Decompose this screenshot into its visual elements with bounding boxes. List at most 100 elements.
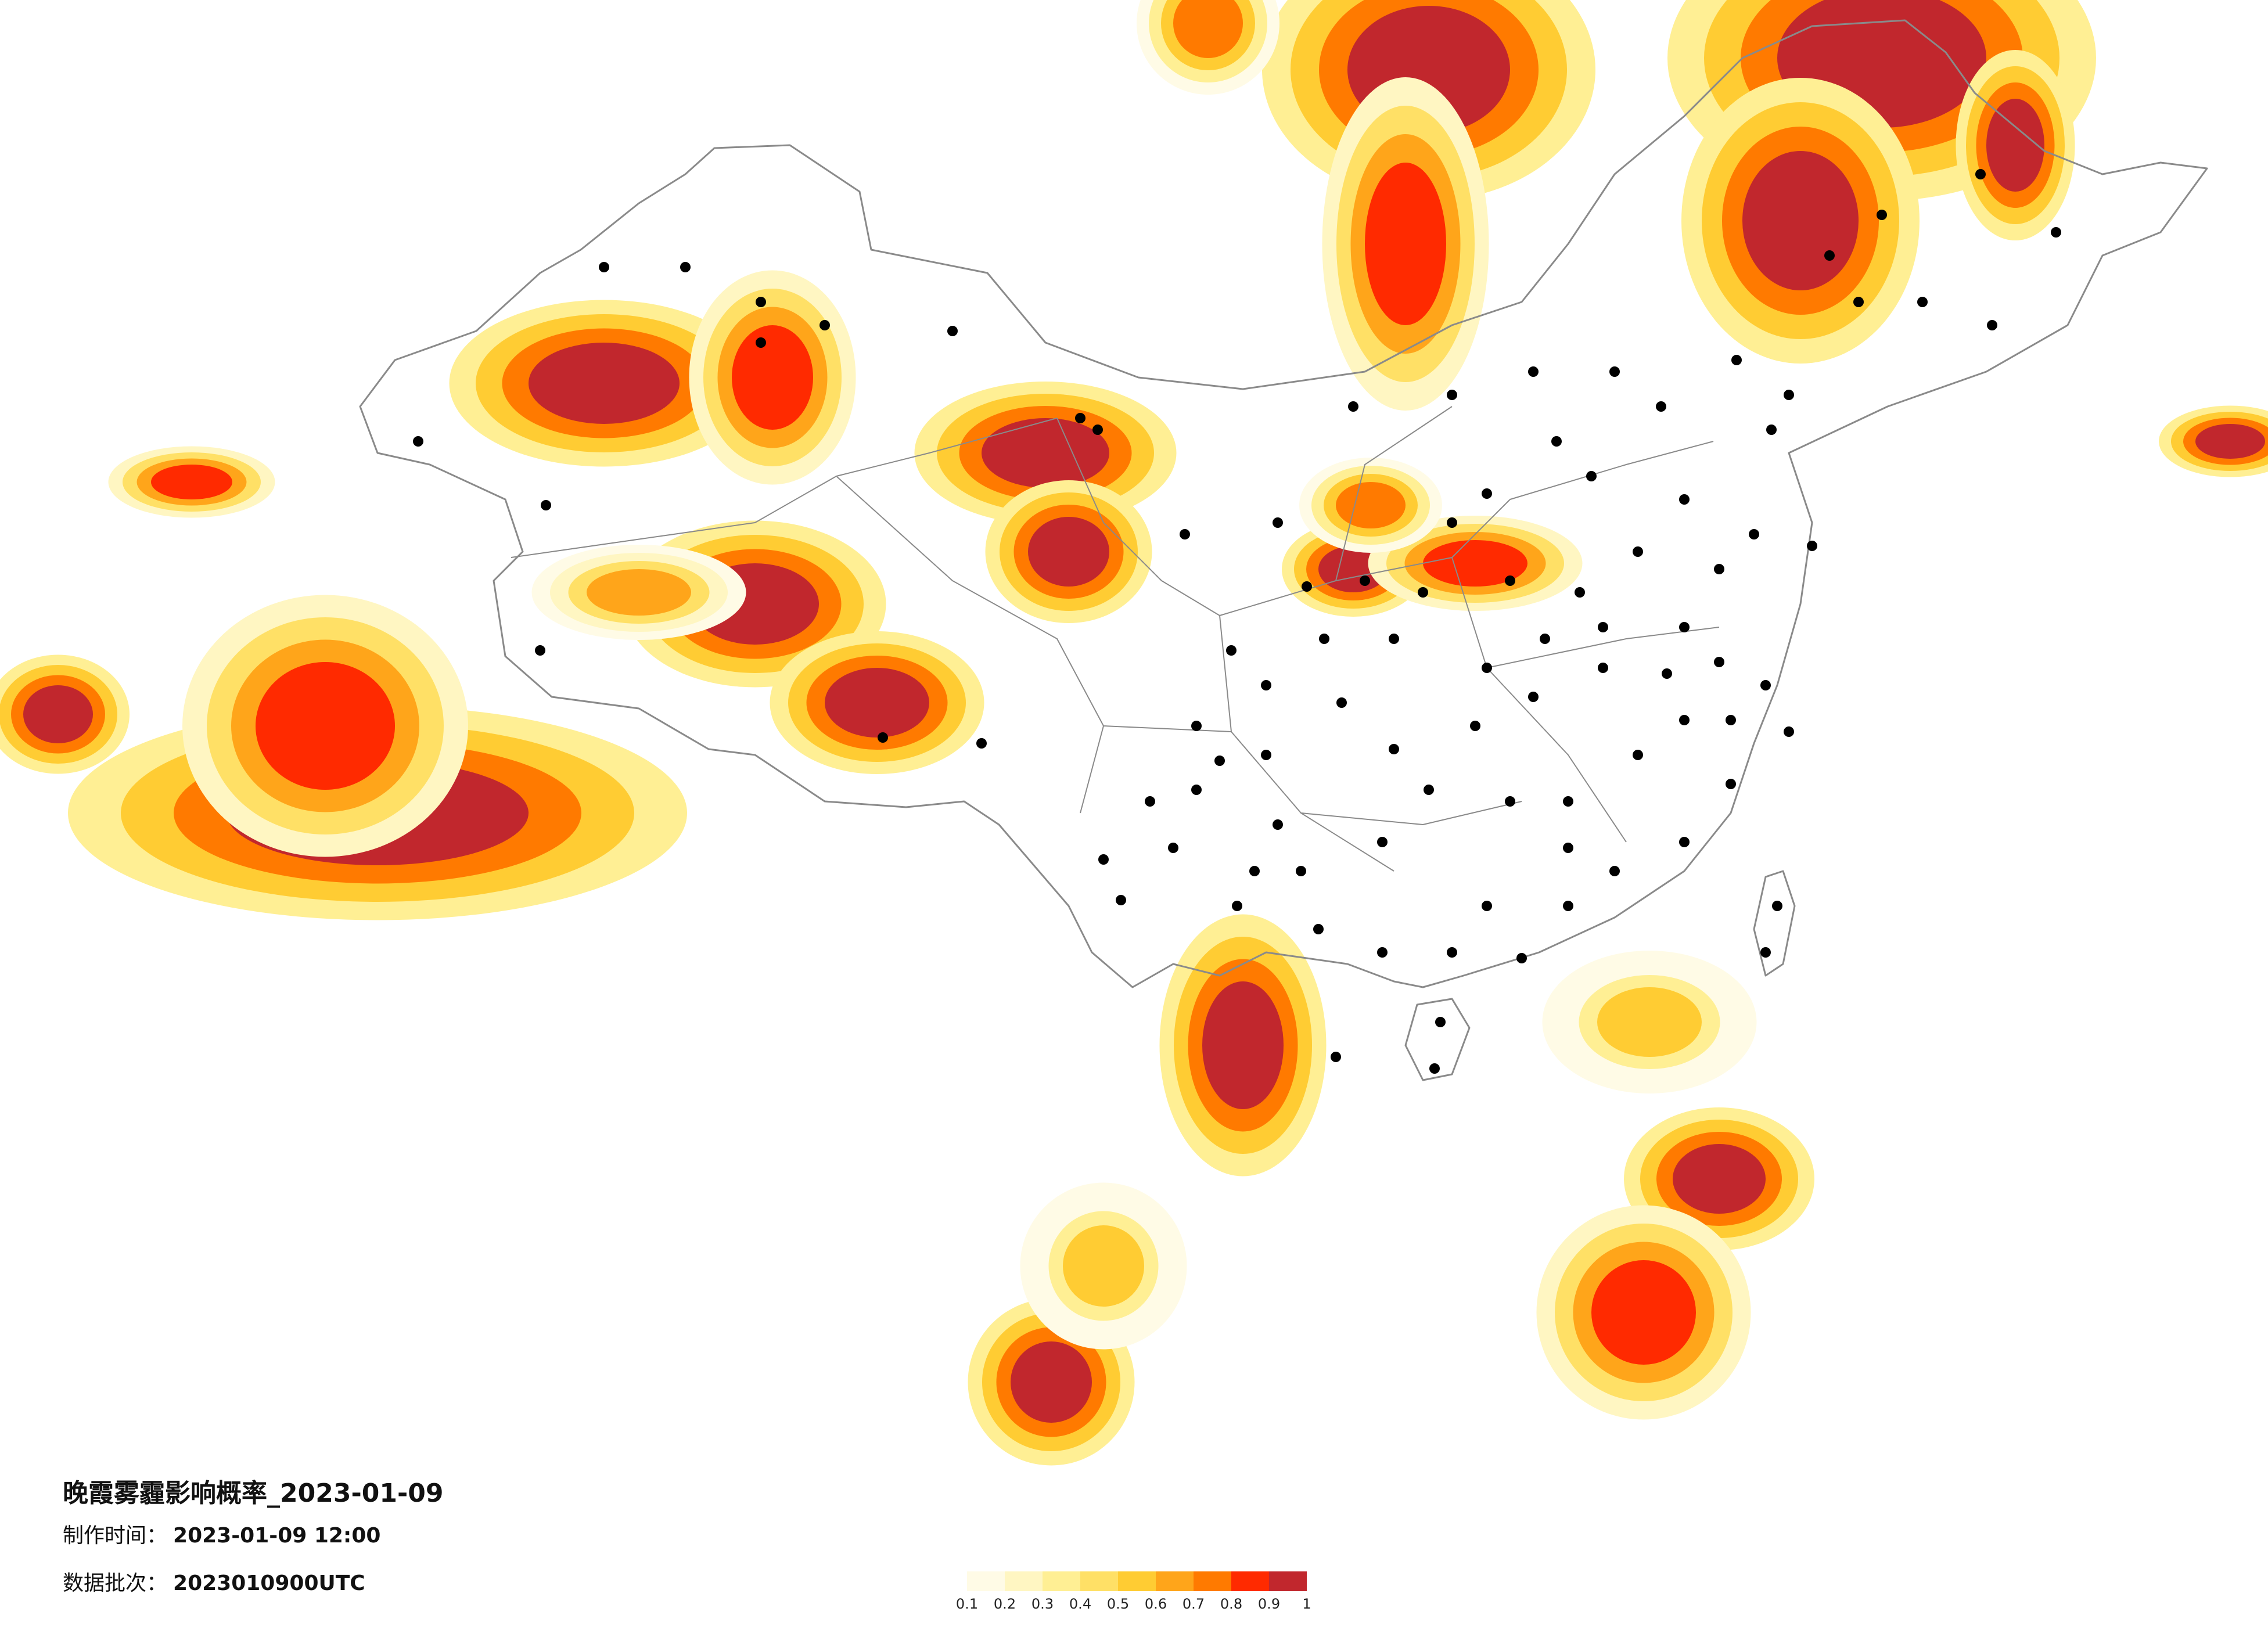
production-time-value: 2023-01-09 12:00 <box>173 1524 381 1548</box>
haze-cell <box>1673 1144 1766 1214</box>
city-dot <box>413 436 423 447</box>
city-dot <box>1516 953 1527 963</box>
city-dot <box>1168 843 1178 853</box>
city-dot <box>1656 401 1666 412</box>
city-dot <box>1505 575 1515 586</box>
city-dot <box>1191 721 1202 731</box>
city-dot <box>1319 634 1329 644</box>
city-dot <box>1714 564 1724 574</box>
city-dot <box>1249 866 1260 876</box>
city-dot <box>1598 622 1608 632</box>
city-dot <box>756 297 766 307</box>
production-time-label: 制作时间： <box>63 1524 168 1548</box>
taiwan-island <box>1753 870 1796 977</box>
city-dot <box>1261 680 1271 690</box>
city-dot <box>1586 471 1597 481</box>
haze-cell <box>1063 1225 1144 1307</box>
city-dot <box>1784 390 1794 400</box>
city-dot <box>1075 413 1086 423</box>
legend-ticks: 0.1 0.2 0.3 0.4 0.5 0.6 0.7 0.8 0.9 1 <box>956 1596 1345 1619</box>
city-dot <box>1563 843 1573 853</box>
city-dot <box>1975 169 1986 179</box>
city-dot <box>1731 355 1742 365</box>
city-dot <box>1116 895 1126 905</box>
city-dot <box>1824 250 1835 261</box>
haze-cell <box>151 465 232 499</box>
city-dot <box>1679 715 1690 725</box>
city-dot <box>1760 947 1771 958</box>
city-dot <box>1232 901 1242 911</box>
city-dot <box>1772 901 1782 911</box>
city-dot <box>1098 854 1109 865</box>
legend-swatch <box>967 1571 1005 1591</box>
city-dot <box>1563 901 1573 911</box>
haze-cell <box>1365 163 1446 325</box>
legend-tick-label: 0.8 <box>1220 1596 1243 1612</box>
city-dot <box>1191 785 1202 795</box>
city-dot <box>1377 837 1388 847</box>
city-dot <box>1226 645 1237 656</box>
city-dot <box>1482 901 1492 911</box>
city-markers <box>413 169 2061 1074</box>
hainan-island <box>1404 998 1471 1081</box>
haze-cell <box>587 569 691 616</box>
haze-cell <box>1742 151 1859 290</box>
legend-tick-label: 0.6 <box>1144 1596 1167 1612</box>
legend-tick-label: 0.7 <box>1182 1596 1205 1612</box>
city-dot <box>1575 587 1585 598</box>
haze-cell <box>1597 987 1702 1057</box>
city-dot <box>976 738 987 749</box>
city-dot <box>1092 425 1103 435</box>
city-dot <box>541 500 551 510</box>
city-dot <box>1714 657 1724 667</box>
city-dot <box>1917 297 1928 307</box>
city-dot <box>820 320 830 330</box>
city-dot <box>680 262 691 272</box>
city-dot <box>1389 634 1399 644</box>
city-dot <box>1563 796 1573 807</box>
haze-cell <box>825 668 929 738</box>
legend-tick-label: 0.5 <box>1106 1596 1130 1612</box>
haze-cell <box>1173 0 1243 58</box>
city-dot <box>1505 796 1515 807</box>
legend-tick-label: 0.2 <box>993 1596 1016 1612</box>
city-dot <box>1551 436 1562 447</box>
haze-cell <box>1336 482 1406 528</box>
city-dot <box>1749 529 1759 539</box>
legend-colorbar <box>967 1571 1345 1591</box>
legend-swatch <box>1194 1571 1231 1591</box>
haze-cell <box>1028 517 1109 587</box>
haze-probability-layer <box>0 0 2268 1466</box>
city-dot <box>1348 401 1358 412</box>
city-dot <box>535 645 545 656</box>
legend-tick-label: 0.4 <box>1069 1596 1092 1612</box>
legend-swatch <box>1005 1571 1043 1591</box>
city-dot <box>1302 581 1312 592</box>
city-dot <box>1760 680 1771 690</box>
city-dot <box>1145 796 1155 807</box>
city-dot <box>1598 663 1608 673</box>
china-outline <box>359 19 2208 1081</box>
city-dot <box>1429 1063 1440 1074</box>
legend-swatch <box>1118 1571 1156 1591</box>
legend-swatch <box>1156 1571 1194 1591</box>
haze-cell <box>1011 1341 1092 1423</box>
city-dot <box>1482 488 1492 499</box>
city-dot <box>947 326 958 336</box>
city-dot <box>1726 779 1736 789</box>
city-dot <box>1766 425 1777 435</box>
legend-swatch <box>1080 1571 1118 1591</box>
city-dot <box>1180 529 1190 539</box>
city-dot <box>1424 785 1434 795</box>
haze-cell <box>1423 540 1527 587</box>
city-dot <box>1662 668 1672 679</box>
city-dot <box>1528 366 1539 377</box>
city-dot <box>1336 697 1347 708</box>
country-border <box>359 19 2208 988</box>
city-dot <box>1633 546 1643 557</box>
city-dot <box>1470 721 1480 731</box>
legend-swatch <box>1269 1571 1307 1591</box>
legend-tick-label: 0.9 <box>1257 1596 1281 1612</box>
haze-cell <box>982 418 1109 488</box>
city-dot <box>1331 1052 1341 1062</box>
